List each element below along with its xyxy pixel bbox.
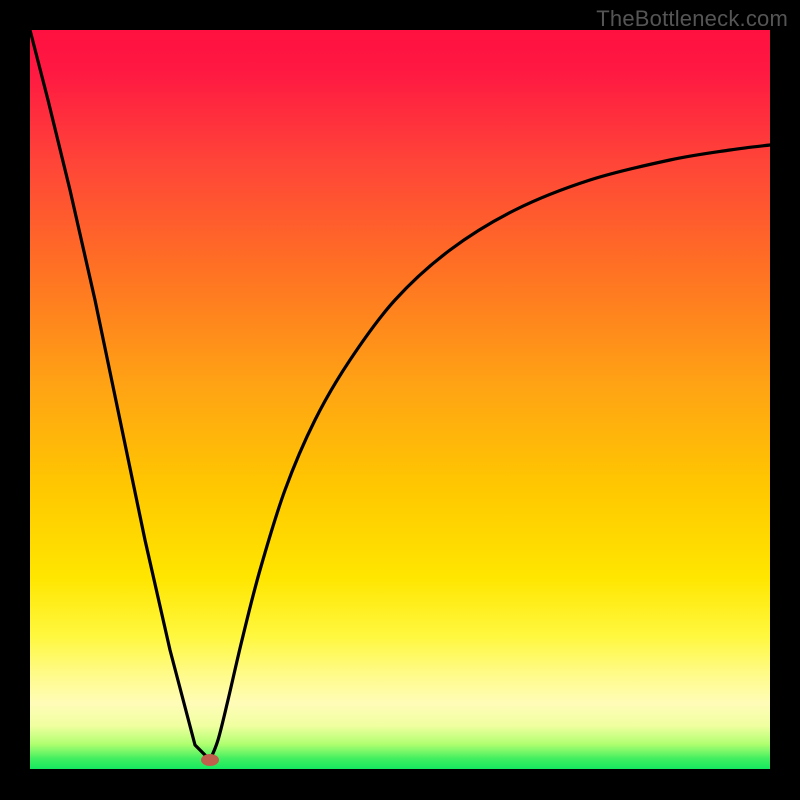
bottleneck-chart: TheBottleneck.com [0, 0, 800, 800]
plot-area [30, 30, 770, 770]
watermark-text: TheBottleneck.com [596, 6, 788, 32]
chart-svg [0, 0, 800, 800]
minimum-marker [201, 754, 219, 766]
